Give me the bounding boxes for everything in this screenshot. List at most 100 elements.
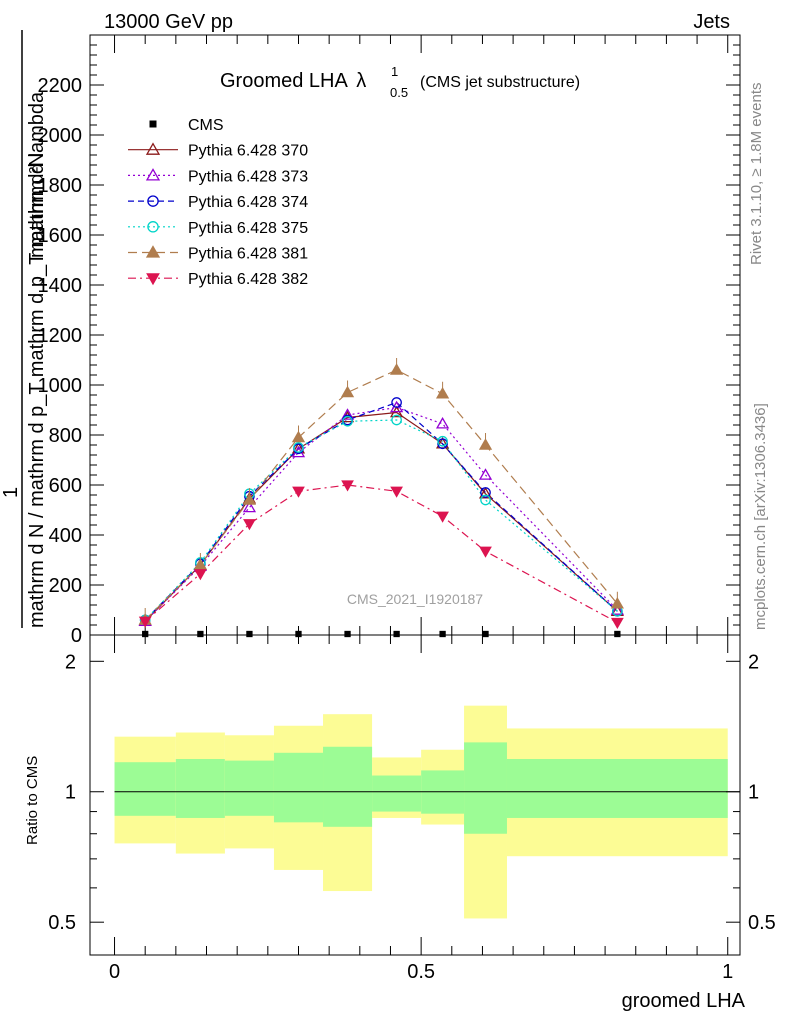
legend: CMS Pythia 6.428 370 Pythia 6.428 373 Pythi… xyxy=(128,117,308,288)
data-point xyxy=(344,630,351,638)
legend-marker xyxy=(149,120,157,128)
series-line-1 xyxy=(144,411,618,622)
data-point xyxy=(480,487,491,498)
ratio-y-axis: 0.5 0.5 1 1 2 2 xyxy=(48,651,776,934)
y-tick-label: 1600 xyxy=(38,225,83,247)
data-point xyxy=(439,630,446,638)
legend-label: Pythia 6.428 370 xyxy=(188,143,308,160)
legend-label: Pythia 6.428 375 xyxy=(188,220,308,237)
title-sub: 0.5 xyxy=(390,85,408,100)
legend-marker xyxy=(145,168,161,181)
data-point xyxy=(391,397,402,408)
legend-item: Pythia 6.428 370 xyxy=(128,142,308,160)
data-point xyxy=(478,486,493,499)
data-point xyxy=(243,519,256,531)
series-line-6 xyxy=(144,484,618,624)
rivet-info: Rivet 3.1.10, ≥ 1.8M events xyxy=(748,83,765,266)
x-tick-label: 1 xyxy=(722,961,733,983)
y-tick-label: 1400 xyxy=(38,275,83,297)
data-point xyxy=(479,546,492,558)
series-markers xyxy=(138,358,624,638)
ratio-y-tick-label-right: 0.5 xyxy=(748,912,776,934)
energy-label: 13000 GeV pp xyxy=(104,11,233,33)
ratio-panel: 0.5 0.51 12 2 0 0.5 1 Ratio to CMS groomed LH… xyxy=(24,634,776,1012)
data-point xyxy=(610,596,624,609)
legend-label: Pythia 6.428 382 xyxy=(188,271,308,288)
chart-title: Groomed LHA λ 1 0.5 (CMS jet substructur… xyxy=(220,64,580,100)
legend-item: Pythia 6.428 374 xyxy=(128,194,308,211)
ratio-band-inner xyxy=(372,775,422,812)
data-point xyxy=(389,363,404,375)
y-tick-label: 1800 xyxy=(38,175,83,197)
ratio-bands xyxy=(114,705,728,919)
data-point xyxy=(610,617,624,630)
y-tick-label: 400 xyxy=(49,525,82,547)
legend-item: Pythia 6.428 373 xyxy=(128,168,308,185)
data-point xyxy=(197,630,204,638)
data-point xyxy=(341,480,354,492)
data-point xyxy=(342,415,353,427)
y-tick-label: 600 xyxy=(49,475,82,497)
x-tick-label: 0.5 xyxy=(407,961,435,983)
data-point xyxy=(194,569,207,581)
y-tick-label: 2200 xyxy=(38,75,83,97)
ratio-x-axis: 0 0.5 1 xyxy=(109,635,733,983)
ratio-y-tick-label: 1 xyxy=(65,782,76,804)
y-tick-label: 2000 xyxy=(38,125,83,147)
y-label-numerator: 1 xyxy=(0,487,22,498)
data-point xyxy=(295,630,302,638)
y-tick-label: 1200 xyxy=(38,325,83,347)
data-point xyxy=(138,616,152,628)
data-point xyxy=(478,468,493,480)
main-x-axis xyxy=(114,35,729,635)
legend-label: CMS xyxy=(188,117,224,134)
ratio-band-inner xyxy=(114,762,176,816)
data-point xyxy=(242,493,257,505)
legend-label: Pythia 6.428 381 xyxy=(188,246,308,263)
main-y-axis: 0 200 400 600 800 1000 1200 1400 1600 1800 2000 220… xyxy=(38,44,740,647)
data-point xyxy=(435,416,450,429)
y-tick-label: 0 xyxy=(71,625,82,647)
legend-item: CMS xyxy=(149,117,224,134)
x-tick-label: 0 xyxy=(109,961,120,983)
ratio-y-tick-label-right: 2 xyxy=(748,651,759,673)
data-point xyxy=(142,630,149,638)
data-point xyxy=(340,385,355,398)
data-point xyxy=(292,486,305,498)
y-label-denominator: mathrm d N / mathrm d p_T mathrm d p_T m… xyxy=(26,91,48,628)
mcplots-info: mcplots.cern.ch [arXiv:1306.3436] xyxy=(752,403,769,630)
series-line-2 xyxy=(144,406,618,622)
data-point xyxy=(478,438,493,450)
data-point xyxy=(482,630,489,638)
ratio-y-tick-label-right: 1 xyxy=(748,782,759,804)
data-point xyxy=(291,430,306,443)
data-point xyxy=(340,408,355,420)
ratio-frame xyxy=(89,634,741,956)
y-tick-label: 200 xyxy=(49,575,82,597)
chart-subtitle: (CMS jet substructure) xyxy=(420,74,580,91)
y-label-line1: mathrm d²N xyxy=(26,152,48,258)
ratio-band-inner xyxy=(323,746,373,827)
data-point xyxy=(242,500,257,513)
ratio-band-inner xyxy=(224,760,274,816)
title-text: Groomed LHA xyxy=(220,70,348,92)
watermark: CMS_2021_I1920187 xyxy=(347,591,483,607)
legend-marker xyxy=(146,273,160,286)
series-line-4 xyxy=(144,419,618,621)
process-label: Jets xyxy=(693,11,730,33)
legend-label: Pythia 6.428 374 xyxy=(188,194,308,211)
series-line-5 xyxy=(144,369,618,621)
data-point xyxy=(480,494,491,506)
data-point xyxy=(614,630,621,638)
data-point xyxy=(437,435,448,447)
main-y-label: mathrm d²N 1 mathrm d N / mathrm d p_T m… xyxy=(0,30,48,628)
series-lines xyxy=(144,369,618,624)
legend-item: Pythia 6.428 375 xyxy=(128,220,308,237)
ratio-y-label: Ratio to CMS xyxy=(24,756,41,845)
legend-label: Pythia 6.428 373 xyxy=(188,168,308,185)
ratio-band-inner xyxy=(273,752,324,823)
ratio-band-inner xyxy=(464,742,507,834)
y-tick-label: 800 xyxy=(49,425,82,447)
data-point xyxy=(293,442,304,453)
